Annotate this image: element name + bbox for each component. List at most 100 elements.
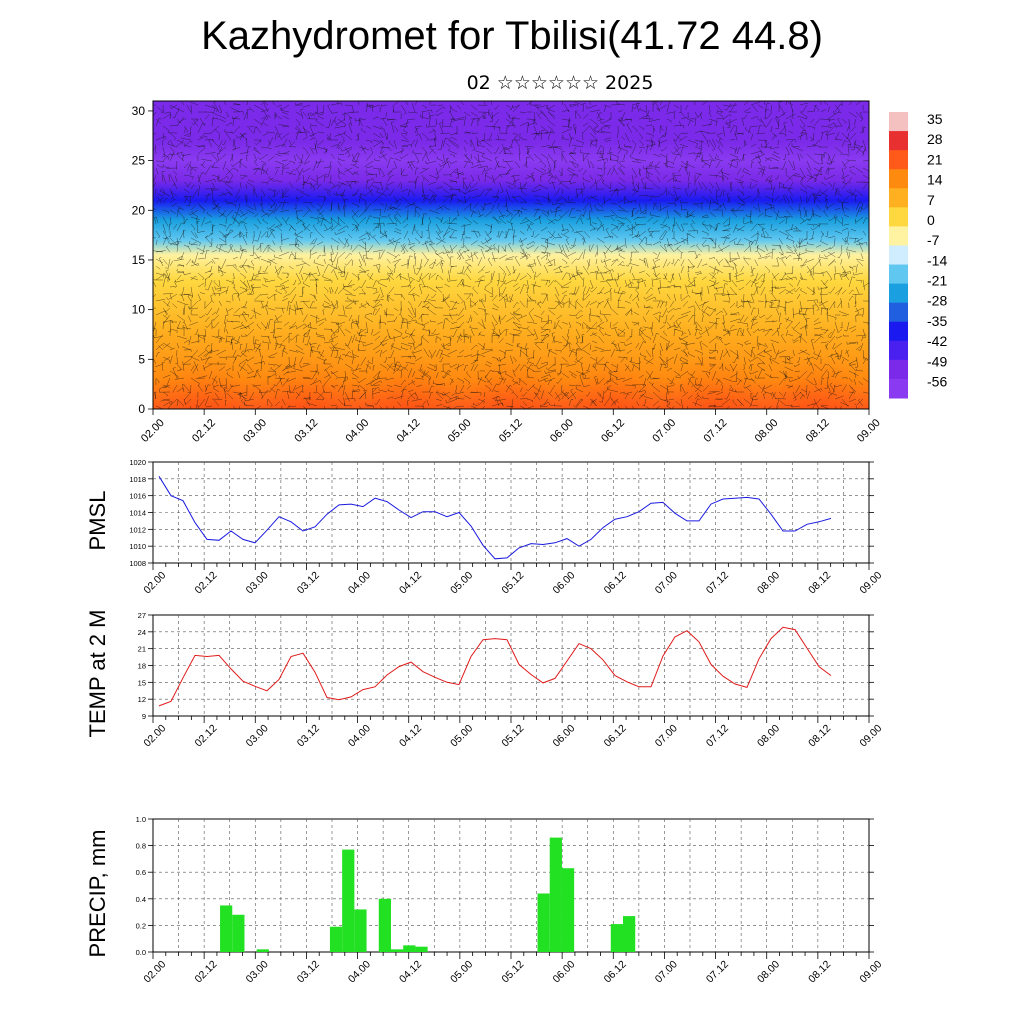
colorbar-label: -28: [927, 293, 947, 309]
y-tick-label: 0.8: [136, 842, 146, 851]
y-tick-label: 1014: [129, 509, 146, 518]
x-tick-label: 08.12: [806, 958, 833, 985]
x-tick-label: 02.00: [141, 722, 168, 749]
x-tick-label: 04.00: [346, 569, 373, 596]
precip-bar: [220, 905, 233, 952]
colorbar-label: 21: [927, 151, 943, 167]
y-tick-label: 15: [138, 678, 146, 687]
x-tick-label: 05.12: [499, 722, 526, 749]
x-tick-label: 06.12: [602, 569, 629, 596]
y-tick-label: 27: [138, 611, 146, 620]
colorbar-label: -49: [927, 353, 947, 369]
colorbar-label: -7: [927, 232, 940, 248]
y-tick-label: 9: [142, 712, 146, 721]
precip-bar: [549, 837, 562, 952]
warm-anomaly: [473, 339, 549, 409]
precip-bar: [622, 916, 636, 952]
precip-bar: [561, 868, 575, 952]
colorbar-segment: [889, 340, 908, 361]
y-tick-label: 1012: [129, 525, 146, 534]
precip-bar: [537, 893, 550, 952]
warm-anomaly: [370, 339, 447, 409]
wind-barbs: [153, 101, 869, 409]
x-tick-label: 02.00: [139, 417, 167, 445]
x-tick-label: 08.00: [755, 958, 782, 985]
precip-bar: [342, 849, 355, 952]
y-tick-label: 1020: [129, 458, 146, 467]
y-axis-label: TEMP at 2 M: [85, 610, 110, 738]
x-tick-label: 03.00: [244, 958, 271, 985]
colorbar-segment: [889, 321, 908, 342]
precip-bar: [390, 949, 404, 952]
x-tick-label: 06.00: [550, 569, 577, 596]
x-tick-label: 05.12: [499, 569, 526, 596]
x-tick-label: 03.12: [295, 958, 322, 985]
series-line: [158, 476, 832, 560]
y-tick-label: 1.0: [136, 815, 146, 824]
colorbar-segment: [889, 112, 908, 132]
x-tick-label: 06.12: [599, 417, 627, 445]
x-tick-label: 09.00: [855, 417, 883, 445]
x-tick-label: 03.12: [295, 722, 322, 749]
colorbar-segment: [889, 245, 908, 266]
y-tick-label: 1010: [129, 542, 146, 551]
colorbar-label: 28: [927, 131, 943, 147]
x-tick-label: 02.12: [190, 417, 218, 445]
precip-bar: [232, 914, 245, 952]
x-tick-label: 07.00: [650, 417, 678, 445]
y-axis-label: PRECIP, mm: [85, 830, 110, 958]
colorbar-label: 0: [927, 212, 935, 228]
x-tick-label: 04.12: [397, 958, 424, 985]
y-tick-label: 0.4: [136, 895, 146, 904]
precip-bar: [378, 898, 391, 952]
x-tick-label: 09.00: [857, 569, 884, 596]
x-tick-label: 05.00: [446, 417, 474, 445]
x-tick-label: 08.00: [755, 569, 782, 596]
y-tick-label: 5: [138, 352, 145, 366]
warm-anomaly: [166, 339, 243, 409]
x-tick-label: 02.12: [192, 569, 219, 596]
colorbar-label: -35: [927, 313, 947, 329]
colorbar-segment: [889, 207, 908, 227]
precip-panel: 0.0 0.2 0.4 0.6 0.8 1.0 02.00 02.12 03.00 03.12 04…: [85, 815, 885, 985]
x-tick-label: 04.00: [346, 958, 373, 985]
colorbar-label: -56: [927, 373, 947, 389]
colorbar-segment: [889, 226, 908, 246]
x-tick-label: 04.00: [346, 722, 373, 749]
y-tick-label: 20: [132, 203, 146, 217]
x-tick-label: 02.12: [192, 722, 219, 749]
y-tick-label: 0.0: [136, 948, 146, 957]
x-tick-label: 08.12: [806, 569, 833, 596]
x-tick-label: 08.12: [804, 417, 832, 445]
colorbar-segment: [889, 188, 908, 208]
colorbar-segment: [889, 378, 908, 399]
x-tick-label: 05.00: [448, 958, 475, 985]
x-tick-label: 04.12: [395, 417, 423, 445]
colorbar-segment: [889, 283, 908, 304]
pmsl-panel: 1008 1010 1012 1014 1016 1018 1020 02.00 02.12 03…: [85, 458, 885, 596]
colorbar-label: -21: [927, 273, 947, 289]
x-tick-label: 02.00: [141, 958, 168, 985]
x-tick-label: 07.00: [653, 569, 680, 596]
x-tick-label: 08.00: [753, 417, 781, 445]
colorbar-label: -14: [927, 252, 947, 268]
y-tick-label: 15: [132, 253, 146, 267]
warm-anomaly: [575, 339, 652, 409]
chart-subtitle: 02 ☆☆☆☆☆☆ 2025: [466, 72, 654, 94]
chart-title: Kazhydromet for Tbilisi(41.72 44.8): [201, 14, 823, 58]
y-tick-label: 25: [132, 154, 146, 168]
x-tick-label: 07.00: [653, 958, 680, 985]
colorbar-segment: [889, 150, 908, 170]
colorbar-label: -42: [927, 333, 947, 349]
y-tick-label: 18: [138, 662, 146, 671]
x-tick-label: 06.00: [550, 722, 577, 749]
colorbar-segment: [889, 131, 908, 151]
x-tick-label: 02.12: [192, 958, 219, 985]
x-tick-label: 05.00: [448, 722, 475, 749]
precip-bar: [415, 946, 428, 952]
y-tick-label: 10: [132, 303, 146, 317]
x-tick-label: 04.12: [397, 569, 424, 596]
x-tick-label: 04.00: [343, 417, 371, 445]
x-tick-label: 09.00: [857, 958, 884, 985]
